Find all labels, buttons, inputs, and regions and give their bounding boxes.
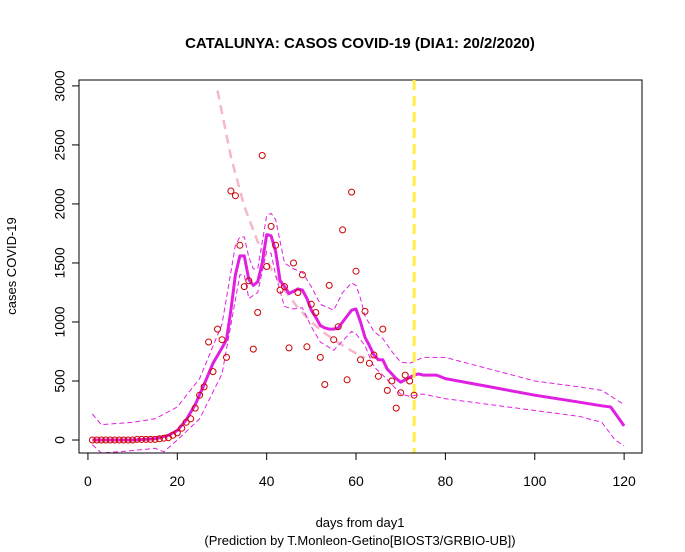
- data-point: [321, 381, 329, 388]
- data-point: [374, 372, 382, 380]
- data-point: [147, 435, 154, 443]
- data-point: [272, 241, 280, 249]
- data-point: [200, 383, 208, 391]
- y-tick-label: 0: [52, 436, 68, 444]
- data-point: [388, 377, 396, 385]
- data-point: [124, 436, 132, 444]
- data-point: [142, 435, 150, 443]
- chart-axes: 0 20 40 60 80 100 120 0 500 1000 1500 2000 2500 3000: [52, 70, 636, 489]
- smooth-line: [92, 233, 626, 442]
- data-point: [298, 271, 306, 279]
- y-tick-label: 3000: [52, 70, 68, 101]
- x-tick-label: 80: [438, 473, 454, 489]
- data-point: [191, 404, 199, 412]
- y-tick-label: 2000: [52, 188, 68, 219]
- data-point: [151, 435, 159, 443]
- x-tick-label: 120: [612, 473, 636, 489]
- data-point: [276, 286, 284, 294]
- data-point: [227, 187, 235, 195]
- data-point: [245, 277, 253, 285]
- data-point: [155, 435, 163, 443]
- data-point: [133, 435, 141, 443]
- data-point: [106, 436, 114, 444]
- data-point: [115, 436, 123, 444]
- data-point: [379, 325, 387, 333]
- data-point: [209, 368, 217, 376]
- data-point: [218, 336, 226, 344]
- x-tick-label: 0: [84, 473, 92, 489]
- data-point: [129, 436, 137, 444]
- x-tick-label: 60: [348, 473, 364, 489]
- data-point: [316, 353, 324, 361]
- x-tick-label: 40: [259, 473, 275, 489]
- data-point: [102, 436, 110, 444]
- data-point: [410, 391, 418, 399]
- lower-band-line: [92, 250, 625, 454]
- data-point: [263, 263, 271, 270]
- data-point: [120, 436, 128, 444]
- data-point: [401, 371, 409, 379]
- y-axis-label: cases COVID-19: [4, 217, 19, 315]
- data-point: [205, 338, 213, 346]
- data-point: [240, 283, 248, 291]
- y-tick-label: 1500: [52, 247, 68, 278]
- data-point: [370, 351, 378, 359]
- data-point: [187, 415, 195, 423]
- upper-band-line: [92, 212, 625, 426]
- data-point: [223, 353, 230, 361]
- data-point: [178, 424, 186, 432]
- data-point: [267, 222, 275, 230]
- data-point: [330, 336, 338, 344]
- data-point: [352, 267, 360, 275]
- data-point: [196, 391, 204, 399]
- data-point: [357, 356, 364, 364]
- data-point: [111, 436, 119, 444]
- data-point: [343, 376, 351, 384]
- data-point: [285, 344, 293, 352]
- data-point: [160, 434, 168, 442]
- data-point: [214, 325, 221, 333]
- data-point: [348, 188, 356, 196]
- data-point: [334, 323, 342, 331]
- y-tick-label: 1000: [52, 306, 68, 337]
- data-point: [303, 343, 311, 351]
- data-point: [138, 435, 146, 443]
- x-axis-label: days from day1: [316, 515, 405, 530]
- data-point: [258, 152, 266, 159]
- data-point: [97, 436, 105, 444]
- data-point: [173, 429, 181, 437]
- data-point: [290, 259, 297, 267]
- data-point: [383, 386, 391, 394]
- data-point: [281, 283, 288, 291]
- data-point: [339, 226, 347, 234]
- data-point: [406, 377, 414, 385]
- chart-title: CATALUNYA: CASOS COVID-19 (DIA1: 20/2/20…: [185, 35, 535, 52]
- x-tick-label: 20: [170, 473, 186, 489]
- data-point: [312, 309, 320, 316]
- y-tick-label: 500: [52, 369, 68, 393]
- data-point: [231, 192, 239, 200]
- data-point: [182, 418, 190, 426]
- data-point: [392, 404, 400, 412]
- data-point: [365, 359, 373, 367]
- data-point: [397, 389, 405, 397]
- data-point: [93, 436, 101, 444]
- x-tick-label: 100: [523, 473, 547, 489]
- data-point: [88, 436, 96, 444]
- y-tick-label: 2500: [52, 129, 68, 160]
- data-point: [236, 241, 244, 249]
- data-point: [307, 300, 315, 308]
- data-point: [294, 289, 302, 296]
- data-point: [361, 307, 369, 315]
- data-point: [249, 345, 257, 353]
- chart-caption: (Prediction by T.Monleon-Getino[BIOST3/G…: [204, 533, 515, 548]
- plot-frame: [78, 79, 643, 454]
- chart-marks: [88, 80, 626, 454]
- data-point: [254, 309, 262, 316]
- data-point: [325, 281, 333, 289]
- trend-line: [216, 90, 366, 360]
